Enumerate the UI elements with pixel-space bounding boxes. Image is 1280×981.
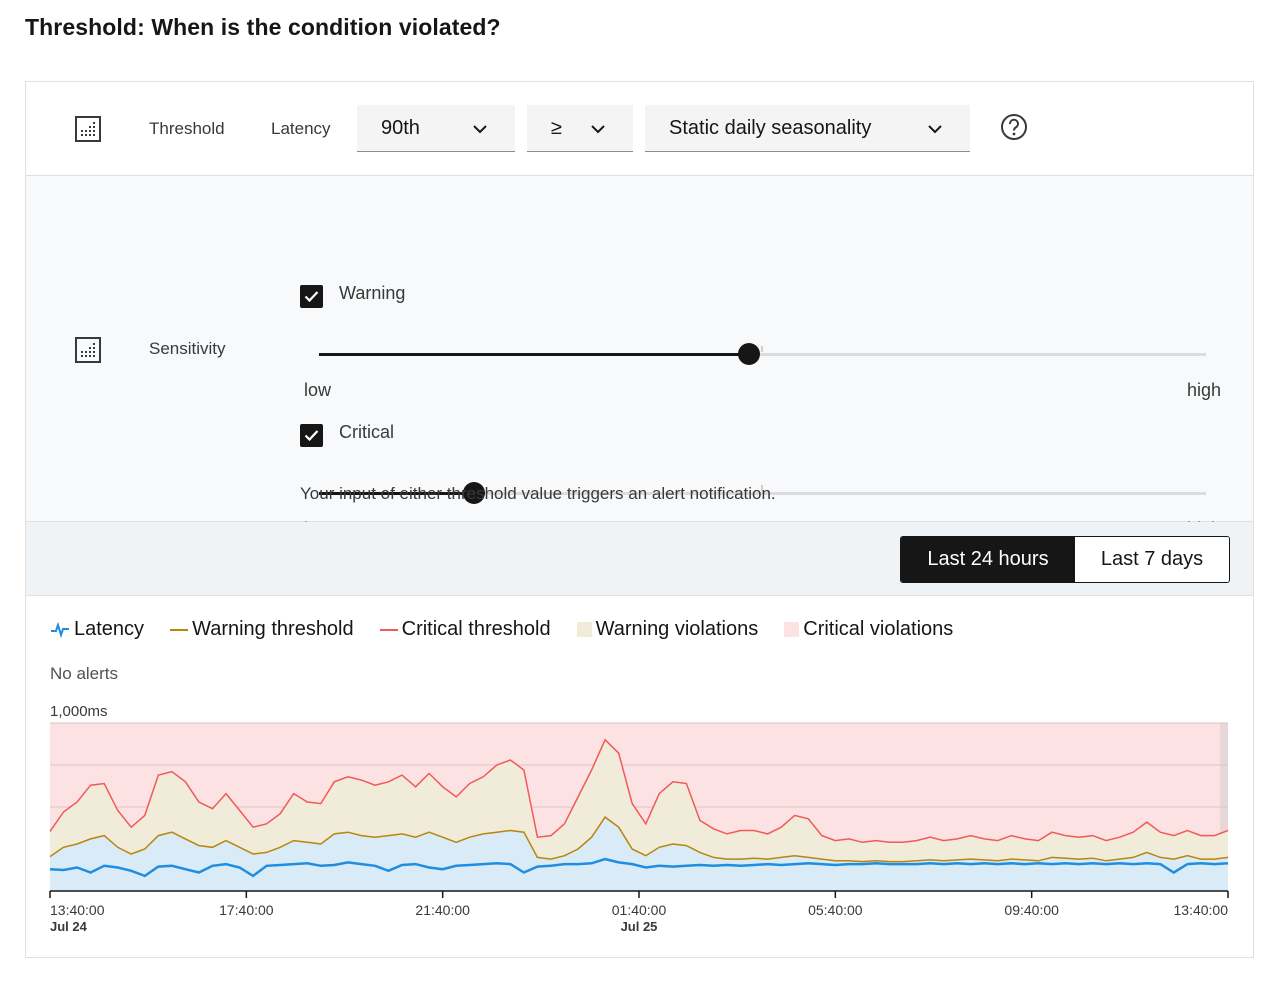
pulse-icon [51, 621, 69, 638]
legend-warning-violations-label: Warning violations [595, 618, 759, 640]
chevron-down-icon [473, 125, 487, 134]
threshold-row: Threshold Latency 90th ≥ Static daily se… [26, 82, 1253, 176]
operator-value: ≥ [551, 116, 562, 139]
critical-slider[interactable] [319, 482, 1206, 504]
x-axis-tick-label: 17:40:00 [219, 902, 274, 918]
percentile-value: 90th [381, 116, 420, 139]
legend-critical-threshold-label: Critical threshold [401, 618, 551, 640]
seasonality-dropdown[interactable]: Static daily seasonality [645, 105, 970, 152]
threshold-label: Threshold [149, 119, 225, 138]
seasonality-value: Static daily seasonality [669, 116, 872, 139]
x-axis-tick-label: 01:40:00 [612, 902, 667, 918]
area-swatch-icon [784, 622, 800, 637]
time-range-switcher: Last 24 hours Last 7 days [900, 536, 1230, 583]
critical-slider-fill [319, 492, 475, 495]
sensitivity-section: Sensitivity Warning low high Critical lo… [26, 176, 1253, 539]
x-axis-tick-label: 13:40:00 [50, 902, 105, 918]
threshold-card: Threshold Latency 90th ≥ Static daily se… [25, 81, 1254, 958]
threshold-hint: Your input of either threshold value tri… [300, 484, 776, 503]
legend-warning-threshold-label: Warning threshold [192, 618, 354, 640]
grid-dots-icon [75, 116, 101, 142]
chevron-down-icon [591, 125, 605, 134]
y-axis-max-label: 1,000ms [50, 703, 108, 720]
legend-warning-violations[interactable]: Warning violations [576, 618, 759, 641]
legend-latency-label: Latency [74, 618, 145, 640]
operator-dropdown[interactable]: ≥ [527, 105, 633, 152]
metric-label: Latency [271, 119, 331, 138]
critical-checkbox[interactable] [300, 424, 323, 447]
checkmark-icon [304, 291, 319, 303]
warning-checkbox[interactable] [300, 285, 323, 308]
range-last-24-hours[interactable]: Last 24 hours [901, 537, 1075, 582]
slider-midpoint-tick [761, 485, 763, 491]
legend-latency[interactable]: Latency [50, 618, 144, 641]
legend-critical-violations[interactable]: Critical violations [784, 618, 953, 641]
normal-area [50, 817, 1228, 891]
legend-critical-violations-label: Critical violations [803, 618, 954, 640]
x-axis-tick-label: 05:40:00 [808, 902, 863, 918]
x-axis-date-label: Jul 25 [621, 919, 658, 934]
x-axis-date-label: Jul 24 [50, 919, 88, 934]
warning-slider[interactable] [319, 343, 1206, 365]
warning-low-label: low [304, 380, 332, 400]
warning-label: Warning [339, 283, 406, 303]
question-circle-icon[interactable] [1000, 113, 1028, 141]
area-swatch-icon [576, 622, 592, 637]
percentile-dropdown[interactable]: 90th [357, 105, 515, 152]
chart-legend: Latency Warning threshold Critical thres… [50, 618, 979, 641]
sensitivity-label: Sensitivity [149, 339, 226, 358]
alerts-status: No alerts [50, 664, 119, 683]
slider-midpoint-tick [761, 346, 763, 352]
time-range-bar: Last 24 hours Last 7 days [26, 522, 1253, 596]
legend-critical-threshold[interactable]: Critical threshold [379, 618, 551, 641]
legend-warning-threshold[interactable]: Warning threshold [170, 618, 354, 641]
page-title: Threshold: When is the condition violate… [25, 14, 501, 40]
critical-slider-handle[interactable] [463, 482, 486, 504]
x-axis-tick-label: 21:40:00 [415, 902, 470, 918]
x-axis-tick-label: 09:40:00 [1004, 902, 1059, 918]
x-axis-tick-label: 13:40:00 [1174, 902, 1229, 918]
grid-dots-icon [75, 337, 101, 363]
warning-threshold-line [49, 816, 1229, 863]
critical-threshold-line [49, 738, 1229, 844]
chevron-down-icon [928, 125, 942, 134]
warning-high-label: high [1187, 380, 1222, 400]
warning-slider-fill [319, 353, 750, 356]
latency-line [49, 857, 1229, 878]
warning-slider-handle[interactable] [738, 343, 761, 365]
line-swatch-icon [379, 628, 398, 631]
range-last-7-days[interactable]: Last 7 days [1075, 537, 1229, 582]
line-swatch-icon [170, 628, 189, 631]
critical-label: Critical [339, 422, 395, 442]
checkmark-icon [304, 430, 319, 442]
